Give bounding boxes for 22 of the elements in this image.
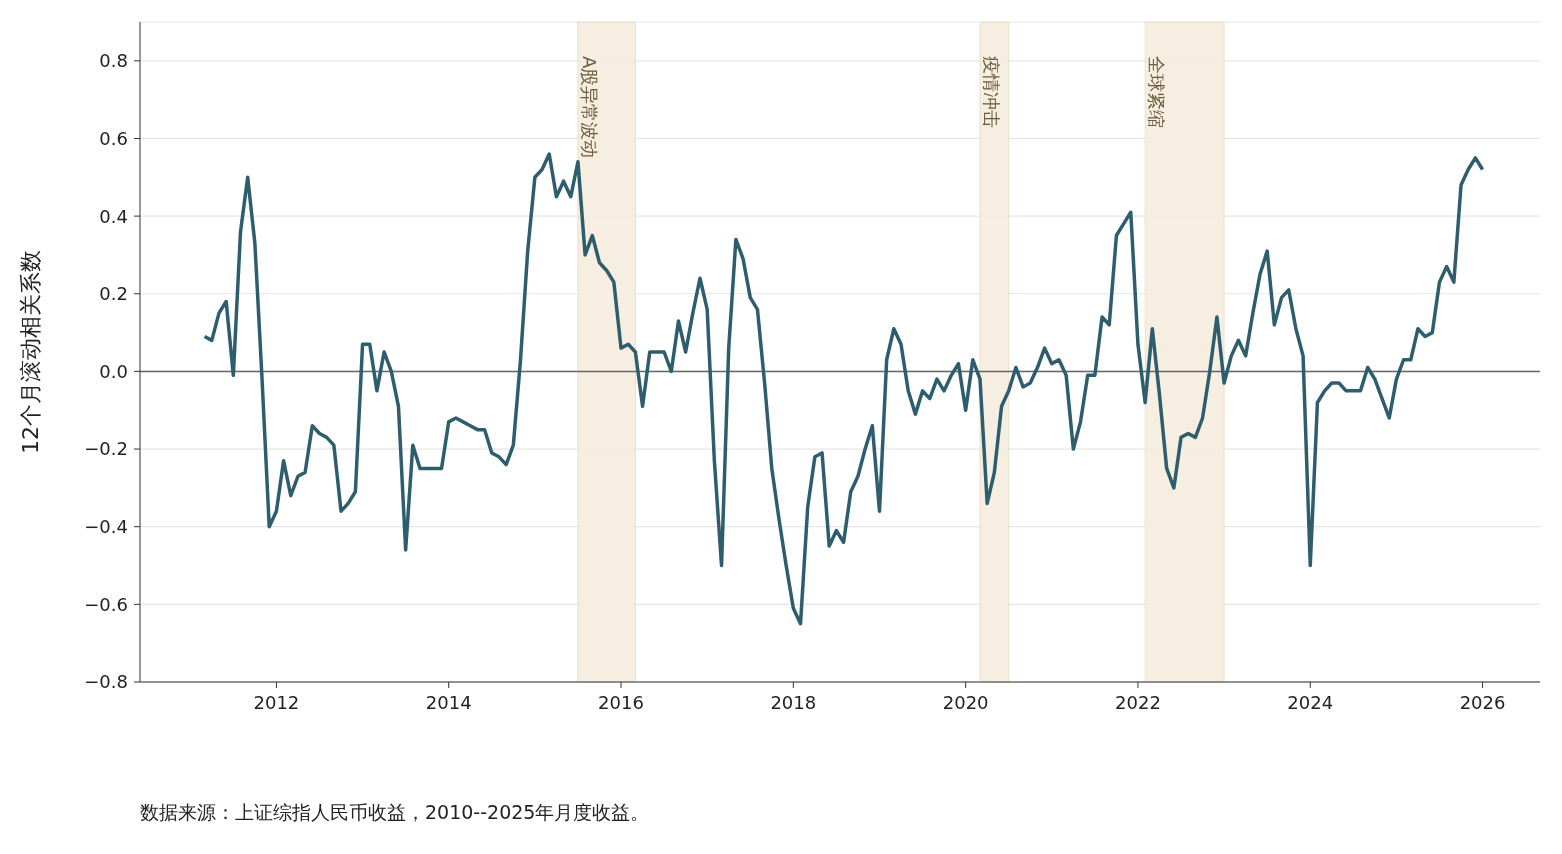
- x-tick-label: 2018: [770, 691, 817, 713]
- y-tick-label: 0.0: [99, 360, 128, 382]
- x-tick-label: 2026: [1459, 691, 1506, 713]
- x-tick-label: 2016: [598, 691, 644, 713]
- y-tick-label: 0.2: [99, 283, 128, 305]
- y-axis-title: 12个月滚动相关系数: [17, 250, 43, 454]
- band-label: 疫情冲击: [981, 56, 1002, 128]
- y-tick-label: 0.6: [99, 127, 128, 149]
- x-tick-label: 2024: [1287, 691, 1334, 713]
- band-label: 全球紧缩: [1146, 56, 1168, 128]
- x-tick-label: 2022: [1115, 691, 1161, 713]
- x-tick-label: 2014: [425, 691, 472, 713]
- y-tick-label: 0.8: [99, 50, 128, 72]
- y-tick-label: −0.8: [84, 671, 128, 693]
- band-label: A股异常波动: [578, 56, 600, 159]
- y-tick-label: 0.4: [99, 205, 128, 227]
- y-tick-label: −0.2: [84, 438, 128, 460]
- x-tick-label: 2012: [253, 691, 300, 713]
- x-tick-label: 2020: [942, 691, 989, 713]
- y-tick-label: −0.4: [84, 516, 128, 538]
- source-note: 数据来源：上证综指人民币收益，2010--2025年月度收益。: [140, 800, 651, 825]
- y-tick-label: −0.6: [84, 593, 128, 615]
